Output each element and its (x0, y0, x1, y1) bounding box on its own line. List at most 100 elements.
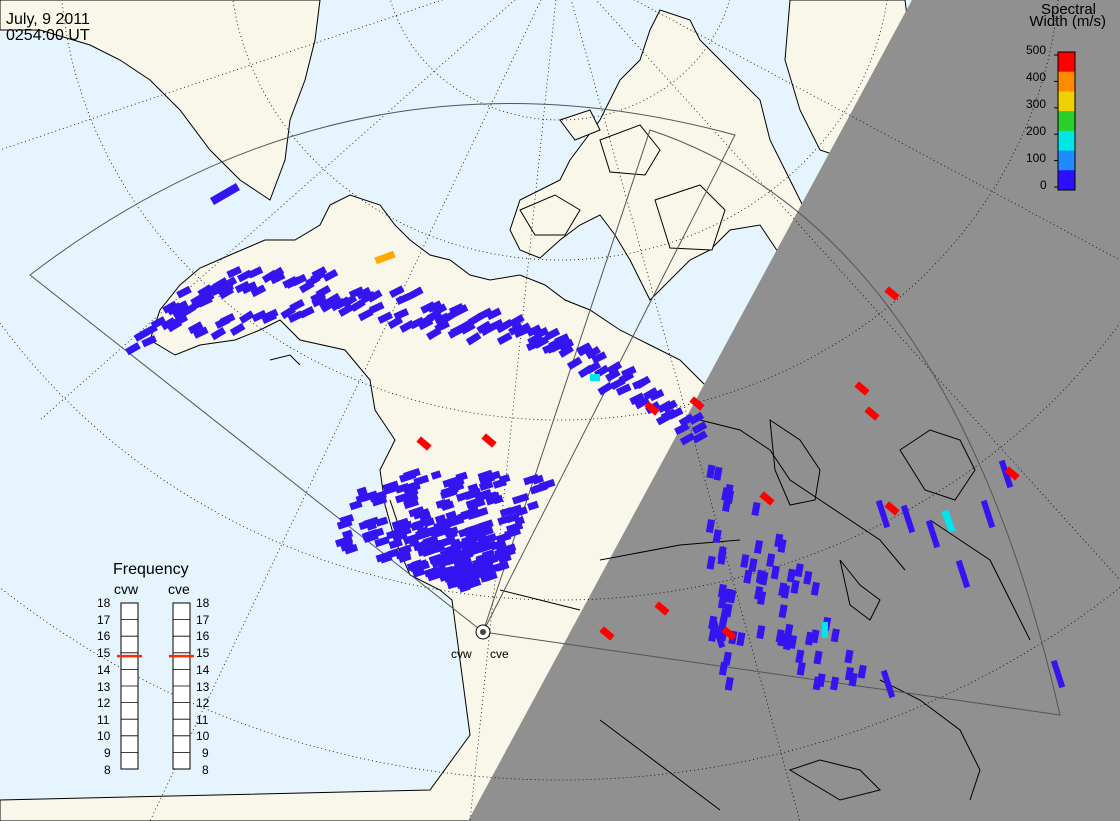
echo-cell (357, 308, 374, 322)
echo-cell (775, 629, 785, 644)
echo-cell (440, 500, 455, 511)
echo-cell (674, 422, 690, 436)
echo-cell (250, 284, 267, 298)
colorbar-segment (1058, 150, 1075, 171)
echo-cell (458, 582, 471, 593)
site-label-cve: cve (490, 647, 509, 661)
echo-cell (443, 526, 459, 538)
echo-cell (585, 346, 601, 360)
echo-cell (529, 482, 548, 495)
echo-cell (486, 307, 502, 321)
echo-cell (585, 360, 602, 375)
echo-cell (724, 489, 735, 504)
echo-cell (338, 303, 354, 317)
echo-cell (679, 432, 696, 446)
echo-cell (375, 551, 392, 563)
echo-cell (754, 586, 764, 601)
echo-cell (141, 335, 157, 348)
echo-cell (499, 506, 513, 518)
echo-cell (599, 626, 615, 641)
echo-cell (884, 501, 900, 516)
echo-cell (262, 308, 279, 321)
echo-cell (577, 343, 593, 357)
echo-cell (251, 309, 268, 323)
echo-cell (374, 250, 396, 265)
echo-cell (229, 322, 246, 337)
echo-cell (998, 459, 1014, 489)
echo-cell (492, 478, 507, 489)
echo-cell (355, 286, 372, 300)
echo-cell (740, 554, 750, 569)
echo-cell (644, 401, 660, 416)
echo-cell (403, 498, 420, 510)
echo-cell (770, 565, 780, 580)
echo-cell (980, 499, 996, 529)
echo-cell (774, 533, 784, 548)
echo-cell (635, 375, 652, 390)
echo-cell (790, 579, 800, 594)
echo-cell (356, 486, 368, 497)
echo-cell (857, 664, 867, 679)
echo-cell (508, 322, 524, 336)
echo-cell (548, 336, 564, 350)
echo-cell (446, 578, 463, 590)
echo-cell (408, 537, 420, 548)
echo-cell (289, 298, 305, 312)
echo-cell (325, 292, 341, 307)
echo-cell (718, 661, 729, 676)
echo-cell (642, 387, 659, 401)
echo-cell (483, 571, 498, 582)
echo-cell (180, 303, 197, 317)
echo-cell (349, 499, 363, 511)
echo-cell (299, 305, 315, 319)
echo-cell (291, 273, 308, 287)
freq-scale-label: 11 (97, 713, 110, 727)
echo-cell (786, 568, 796, 583)
echo-cell (449, 538, 462, 549)
freq-scale-label: 17 (97, 613, 111, 627)
echo-cell (757, 570, 767, 585)
echo-cell (478, 473, 496, 485)
site-label-cvw: cvw (451, 647, 472, 661)
radar-site-dot (480, 629, 486, 635)
echo-cell (394, 482, 410, 494)
asia-land (0, 0, 321, 201)
echo-cell (408, 506, 425, 518)
echo-cell (218, 286, 235, 300)
freq-scale-label: 14 (196, 663, 210, 677)
echo-cell (717, 594, 728, 609)
echo-cell (210, 326, 227, 341)
echo-cell (386, 529, 398, 540)
echo-cell (784, 623, 794, 638)
echo-cell (634, 396, 650, 410)
cvw-fov-outline (29, 103, 736, 633)
echo-cell (527, 332, 543, 346)
echo-cell (435, 499, 448, 509)
echo-cell (884, 286, 900, 301)
echo-cell (795, 649, 805, 664)
echo-cell (375, 516, 389, 527)
echo-cell (457, 557, 472, 568)
colorbar-segment (1058, 91, 1075, 112)
echo-cell (629, 392, 645, 405)
echo-cell (460, 540, 478, 553)
echo-cell (413, 474, 430, 486)
echo-cell (219, 313, 236, 326)
echo-cell (495, 320, 512, 334)
echo-cell (544, 327, 561, 341)
echo-cell (208, 279, 225, 293)
echo-cell (477, 307, 493, 321)
echo-cell (403, 533, 419, 545)
echo-cell (488, 491, 501, 502)
colorbar-tick-label: 200 (1026, 124, 1047, 138)
echo-cell (615, 383, 632, 396)
echo-cell (466, 509, 480, 520)
echo-cell (721, 626, 737, 641)
echo-cell (566, 356, 583, 370)
freq-scale-label: 18 (196, 596, 210, 610)
echo-cell (442, 476, 461, 488)
echo-cell (374, 536, 390, 548)
echo-cell (125, 342, 141, 356)
echo-cell (461, 564, 477, 575)
